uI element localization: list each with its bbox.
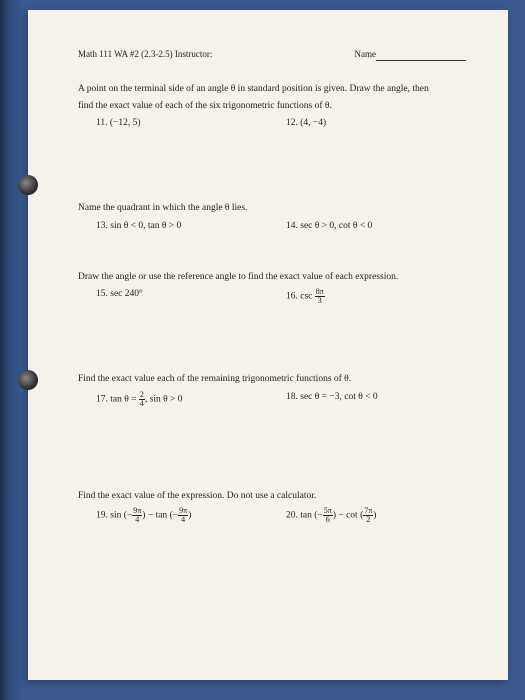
fraction: 9π4 xyxy=(132,507,142,524)
p19-b: − tan xyxy=(145,511,167,521)
denominator: 3 xyxy=(315,297,325,305)
fraction: 7π2 xyxy=(363,507,373,524)
name-field: Name xyxy=(355,48,467,61)
problem-20: 20. tan (−5π6) − cot (7π2) xyxy=(276,507,466,524)
section-1: A point on the terminal side of an angle… xyxy=(78,83,466,131)
fraction: 9π4 xyxy=(178,507,188,524)
instruction: Draw the angle or use the reference angl… xyxy=(78,271,466,284)
problem-14: 14. sec θ > 0, cot θ < 0 xyxy=(276,220,466,233)
fraction: 5π6 xyxy=(323,507,333,524)
problem-11: 11. (−12, 5) xyxy=(78,117,276,130)
instruction: A point on the terminal side of an angle… xyxy=(78,83,466,96)
denominator: 6 xyxy=(323,516,333,524)
p20-b: − cot xyxy=(336,511,358,521)
binder-ring xyxy=(18,175,38,195)
denominator: 2 xyxy=(363,516,373,524)
p19-a: 19. sin xyxy=(96,511,121,521)
worksheet-page: Math 111 WA #2 (2.3-2.5) Instructor: Nam… xyxy=(28,10,508,680)
p16-prefix: 16. csc xyxy=(286,292,312,302)
section-3: Draw the angle or use the reference angl… xyxy=(78,271,466,305)
section-2: Name the quadrant in which the angle θ l… xyxy=(78,202,466,233)
problem-16: 16. csc 8π 3 xyxy=(276,288,466,305)
problem-row: 19. sin (−9π4) − tan (−9π4) 20. tan (−5π… xyxy=(78,507,466,524)
header-row: Math 111 WA #2 (2.3-2.5) Instructor: Nam… xyxy=(78,48,466,61)
problem-17: 17. tan θ = 24, sin θ > 0 xyxy=(78,391,276,408)
problem-row: 13. sin θ < 0, tan θ > 0 14. sec θ > 0, … xyxy=(78,220,466,233)
instruction: find the exact value of each of the six … xyxy=(78,100,466,113)
problem-13: 13. sin θ < 0, tan θ > 0 xyxy=(78,220,276,233)
problem-12: 12. (4, −4) xyxy=(276,117,466,130)
problem-19: 19. sin (−9π4) − tan (−9π4) xyxy=(78,507,276,524)
instruction: Find the exact value each of the remaini… xyxy=(78,373,466,386)
course-label: Math 111 WA #2 (2.3-2.5) Instructor: xyxy=(78,48,212,61)
problem-row: 11. (−12, 5) 12. (4, −4) xyxy=(78,117,466,130)
problem-15: 15. sec 240° xyxy=(78,288,276,305)
instruction: Name the quadrant in which the angle θ l… xyxy=(78,202,466,215)
problem-row: 17. tan θ = 24, sin θ > 0 18. sec θ = −3… xyxy=(78,391,466,408)
section-5: Find the exact value of the expression. … xyxy=(78,490,466,524)
section-4: Find the exact value each of the remaini… xyxy=(78,373,466,407)
binder-ring xyxy=(18,370,38,390)
binder-edge xyxy=(0,0,22,700)
p17-suffix: , sin θ > 0 xyxy=(145,394,183,404)
problem-row: 15. sec 240° 16. csc 8π 3 xyxy=(78,288,466,305)
name-label: Name xyxy=(355,49,377,59)
instruction: Find the exact value of the expression. … xyxy=(78,490,466,503)
denominator: 4 xyxy=(178,516,188,524)
p20-a: 20. tan xyxy=(286,511,312,521)
problem-18: 18. sec θ = −3, cot θ < 0 xyxy=(276,391,466,408)
fraction: 8π 3 xyxy=(315,288,325,305)
name-line xyxy=(376,60,466,61)
p17-prefix: 17. tan θ = xyxy=(96,394,139,404)
denominator: 4 xyxy=(132,516,142,524)
